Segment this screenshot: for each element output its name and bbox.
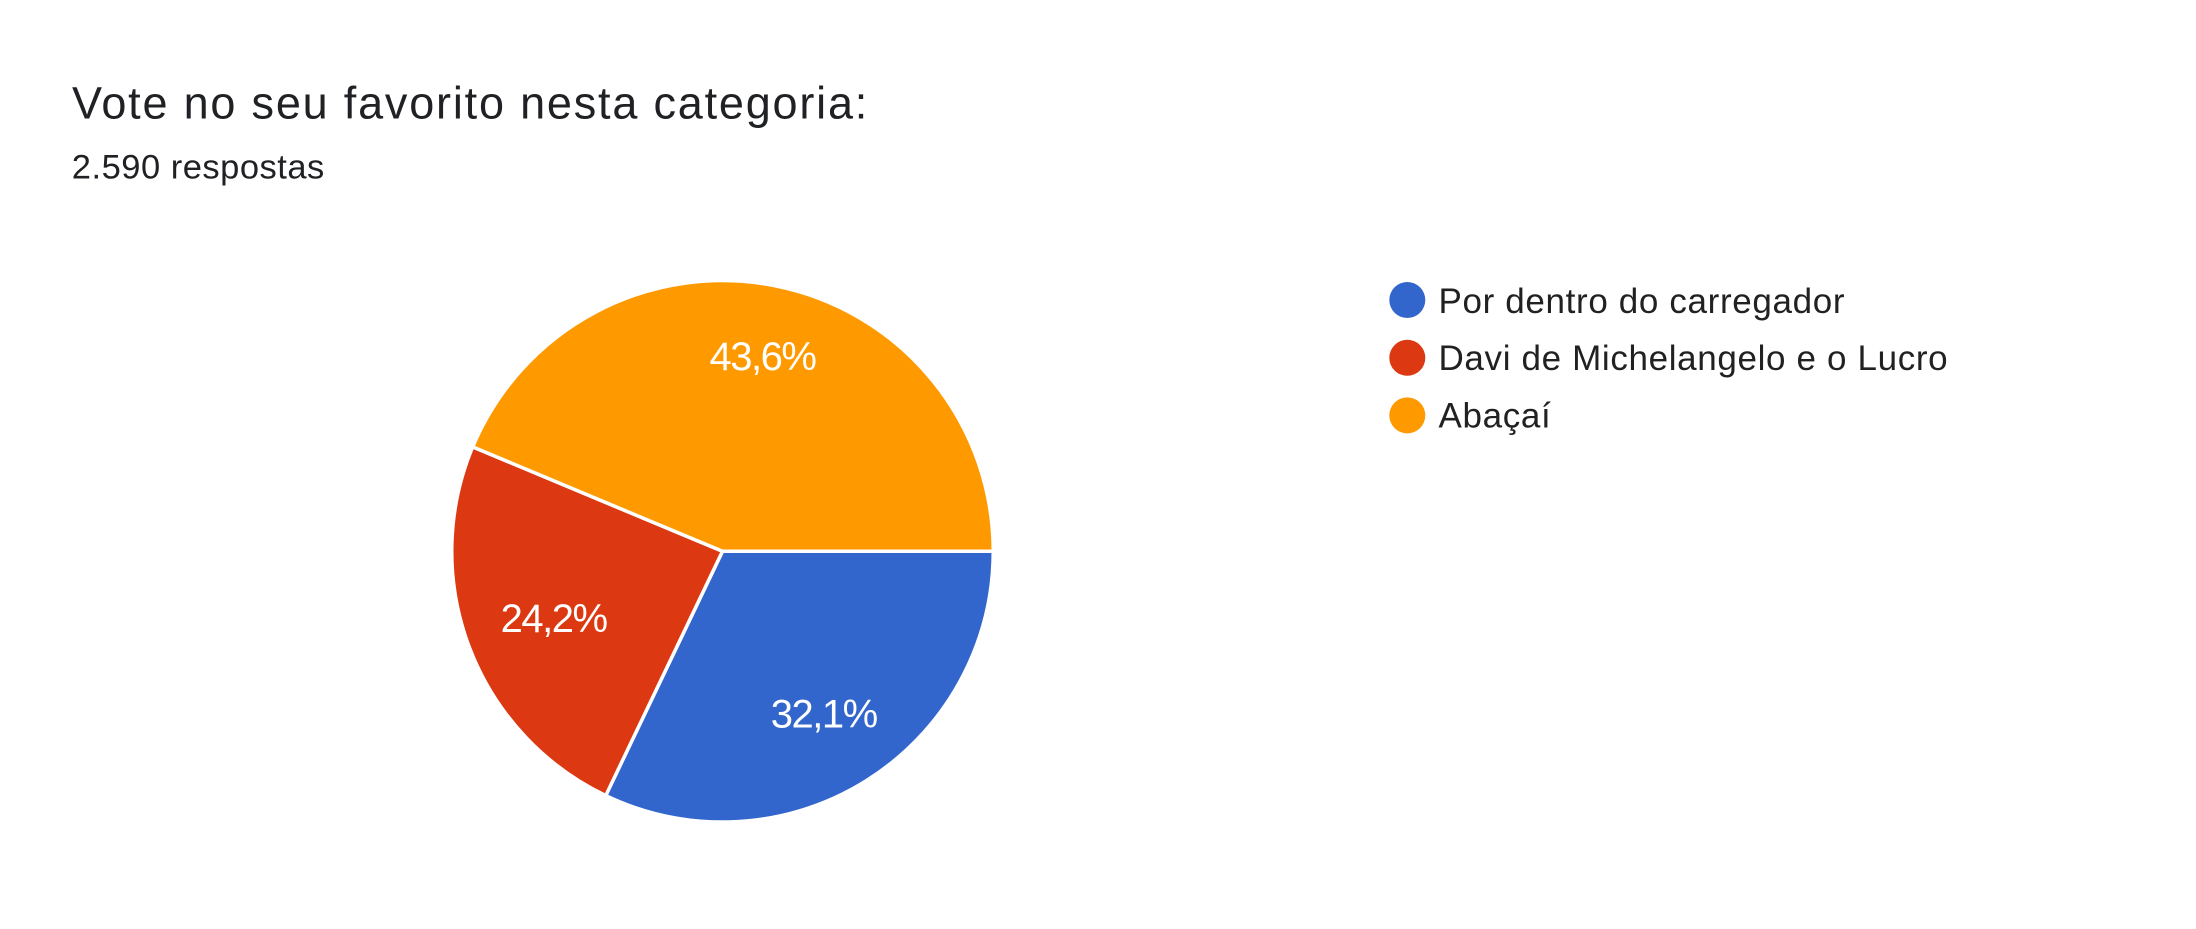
svg-text:Abaçaí: Abaçaí — [1439, 397, 1552, 436]
svg-text:32,1%: 32,1% — [771, 692, 878, 736]
svg-text:Davi de Michelangelo e o Lucro: Davi de Michelangelo e o Lucro — [1439, 339, 1949, 378]
svg-text:24,2%: 24,2% — [501, 597, 608, 641]
svg-text:Por dentro do carregador: Por dentro do carregador — [1439, 282, 1846, 321]
svg-text:Vote no seu favorito nesta cat: Vote no seu favorito nesta categoria: — [72, 77, 869, 128]
svg-text:2.590 respostas: 2.590 respostas — [72, 148, 325, 186]
svg-text:43,6%: 43,6% — [710, 335, 817, 379]
